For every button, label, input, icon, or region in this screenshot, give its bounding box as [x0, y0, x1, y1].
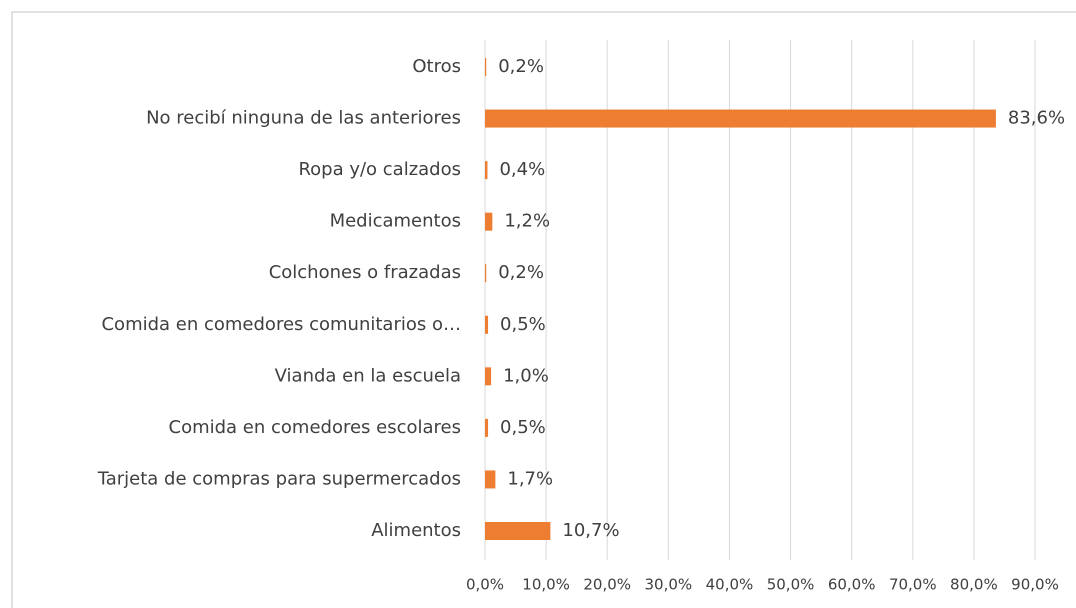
data-label: 10,7%: [562, 520, 619, 541]
data-label: 0,5%: [500, 314, 546, 335]
bar: [485, 470, 496, 489]
x-tick-label: 10,0%: [522, 576, 570, 594]
data-label: 83,6%: [1008, 108, 1065, 129]
data-label: 0,2%: [498, 262, 544, 283]
x-tick-label: 90,0%: [1011, 576, 1059, 594]
bar: [485, 212, 493, 231]
bar: [485, 58, 487, 76]
category-label: Colchones o frazadas: [269, 262, 461, 283]
bar: [485, 315, 489, 334]
category-label: Alimentos: [371, 520, 461, 541]
bar: [485, 367, 492, 386]
x-tick-label: 50,0%: [767, 576, 815, 594]
bar: [485, 109, 996, 128]
data-label: 1,2%: [504, 211, 550, 232]
x-tick-label: 20,0%: [583, 576, 631, 594]
x-tick-label: 40,0%: [706, 576, 754, 594]
data-label: 1,0%: [503, 365, 549, 386]
chart-border: [11, 11, 1076, 608]
category-label: No recibí ninguna de las anteriores: [146, 108, 461, 129]
bar: [485, 418, 489, 437]
bar: [485, 522, 551, 540]
data-label: 1,7%: [507, 468, 553, 489]
category-label: Vianda en la escuela: [275, 365, 461, 386]
x-tick-label: 60,0%: [828, 576, 876, 594]
category-label: Ropa y/o calzados: [298, 159, 461, 180]
x-tick-label: 70,0%: [889, 576, 937, 594]
bar: [485, 264, 487, 283]
x-tick-label: 30,0%: [645, 576, 693, 594]
data-label: 0,4%: [499, 159, 545, 180]
x-tick-label: 80,0%: [950, 576, 998, 594]
x-tick-label: 0,0%: [466, 576, 504, 594]
category-label: Comida en comedores escolares: [169, 417, 461, 438]
category-label: Comida en comedores comunitarios o…: [101, 314, 461, 335]
category-label: Tarjeta de compras para supermercados: [97, 468, 461, 489]
bar: [485, 161, 488, 180]
category-label: Medicamentos: [330, 211, 461, 232]
data-label: 0,5%: [500, 417, 546, 438]
data-label: 0,2%: [498, 56, 544, 77]
category-label: Otros: [412, 56, 461, 77]
